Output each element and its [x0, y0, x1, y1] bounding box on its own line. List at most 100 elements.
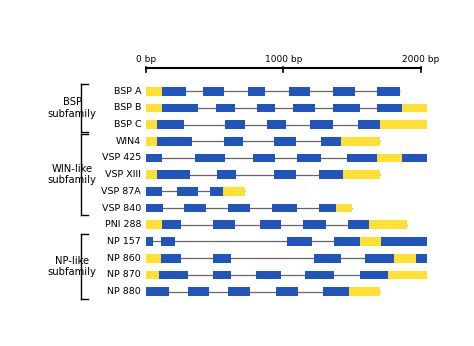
- Bar: [161, 254, 182, 263]
- Text: BSP B: BSP B: [114, 103, 141, 112]
- Bar: [365, 254, 393, 263]
- Bar: [310, 120, 333, 129]
- Bar: [146, 254, 161, 263]
- Bar: [217, 170, 237, 179]
- Bar: [156, 170, 190, 179]
- Bar: [289, 87, 310, 95]
- Text: BSP A: BSP A: [114, 86, 141, 95]
- Bar: [216, 103, 235, 112]
- Bar: [213, 271, 231, 279]
- Text: NP 880: NP 880: [108, 287, 141, 296]
- Bar: [377, 103, 402, 112]
- Text: 1000 bp: 1000 bp: [264, 55, 302, 64]
- Bar: [287, 237, 312, 246]
- Bar: [319, 204, 336, 212]
- Bar: [224, 137, 243, 146]
- Bar: [314, 254, 341, 263]
- Bar: [146, 154, 162, 162]
- Bar: [276, 287, 299, 296]
- Bar: [203, 87, 224, 95]
- Text: VSP 87A: VSP 87A: [101, 187, 141, 196]
- Bar: [273, 137, 296, 146]
- Bar: [388, 271, 448, 279]
- Bar: [334, 237, 360, 246]
- Bar: [377, 87, 401, 95]
- Bar: [146, 271, 159, 279]
- Bar: [273, 170, 296, 179]
- Text: VSP XIII: VSP XIII: [105, 170, 141, 179]
- Text: BSP
subfamily: BSP subfamily: [48, 97, 97, 119]
- Text: NP 870: NP 870: [108, 270, 141, 279]
- Bar: [341, 137, 380, 146]
- Bar: [226, 120, 245, 129]
- Bar: [228, 287, 250, 296]
- Text: WIN-like
subfamily: WIN-like subfamily: [48, 164, 97, 185]
- Text: VSP 425: VSP 425: [102, 154, 141, 163]
- Bar: [369, 220, 407, 229]
- Bar: [336, 204, 352, 212]
- Bar: [188, 287, 209, 296]
- Bar: [358, 120, 380, 129]
- Bar: [177, 187, 198, 196]
- Bar: [247, 87, 265, 95]
- Bar: [319, 170, 343, 179]
- Bar: [156, 137, 192, 146]
- Bar: [146, 287, 169, 296]
- Bar: [297, 154, 320, 162]
- Text: VSP 840: VSP 840: [102, 203, 141, 212]
- Text: 0 bp: 0 bp: [136, 55, 155, 64]
- Bar: [184, 204, 206, 212]
- Bar: [161, 237, 174, 246]
- Bar: [162, 220, 182, 229]
- Bar: [380, 120, 442, 129]
- Bar: [256, 271, 281, 279]
- Bar: [305, 271, 334, 279]
- Bar: [213, 220, 235, 229]
- Bar: [333, 87, 355, 95]
- Bar: [257, 103, 275, 112]
- Bar: [293, 103, 315, 112]
- Bar: [146, 187, 162, 196]
- Text: BSP C: BSP C: [114, 120, 141, 129]
- Bar: [348, 220, 369, 229]
- Text: PNI 288: PNI 288: [105, 220, 141, 229]
- Bar: [228, 204, 250, 212]
- Bar: [267, 120, 286, 129]
- Text: WIN4: WIN4: [116, 137, 141, 146]
- Bar: [320, 137, 341, 146]
- Bar: [146, 137, 156, 146]
- Bar: [223, 187, 245, 196]
- Text: NP-like
subfamily: NP-like subfamily: [48, 256, 97, 277]
- Bar: [302, 220, 326, 229]
- Bar: [393, 254, 416, 263]
- Bar: [162, 103, 198, 112]
- Bar: [333, 103, 360, 112]
- Bar: [195, 154, 226, 162]
- Bar: [360, 237, 381, 246]
- Bar: [146, 170, 156, 179]
- Bar: [416, 254, 442, 263]
- Bar: [210, 187, 223, 196]
- Bar: [146, 120, 156, 129]
- Bar: [346, 154, 377, 162]
- Bar: [360, 271, 388, 279]
- Bar: [402, 103, 428, 112]
- Bar: [272, 204, 297, 212]
- Bar: [253, 154, 275, 162]
- Bar: [260, 220, 281, 229]
- Bar: [146, 204, 164, 212]
- Text: NP 860: NP 860: [108, 254, 141, 263]
- Bar: [162, 87, 185, 95]
- Bar: [381, 237, 442, 246]
- Bar: [146, 237, 153, 246]
- Bar: [377, 154, 402, 162]
- Bar: [146, 103, 162, 112]
- Bar: [156, 120, 184, 129]
- Text: 2000 bp: 2000 bp: [402, 55, 440, 64]
- Bar: [323, 287, 349, 296]
- Bar: [146, 87, 162, 95]
- Bar: [349, 287, 380, 296]
- Bar: [146, 220, 162, 229]
- Bar: [402, 154, 442, 162]
- Bar: [159, 271, 188, 279]
